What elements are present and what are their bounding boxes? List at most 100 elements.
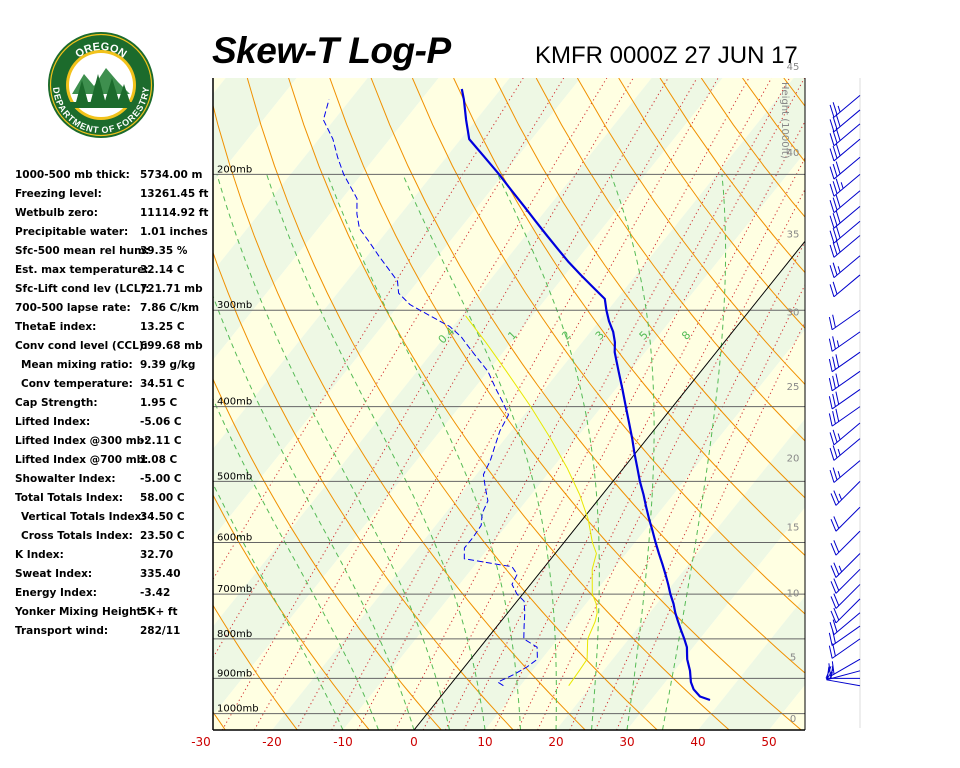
index-label: 700-500 lapse rate: [15, 302, 131, 314]
index-label: Sfc-500 mean rel hum: [15, 245, 150, 257]
index-row: Vertical Totals Index: 34.50 C [15, 511, 215, 530]
height-tick-label: 45 [787, 62, 800, 73]
index-row: Lifted Index @700 mb: 1.08 C [15, 454, 215, 473]
wind-barb [826, 665, 861, 681]
index-row: Energy Index: -3.42 [15, 587, 215, 606]
temperature-band [769, 685, 805, 730]
moist-adiabats [213, 174, 727, 730]
index-row: Wetbulb zero: 11114.92 ft [15, 207, 215, 226]
dewpoint-profile-line [322, 99, 538, 687]
temperature-band [698, 596, 805, 730]
temperature-band [627, 507, 805, 730]
index-value: -5.06 C [140, 416, 182, 428]
wind-barb [830, 568, 861, 594]
temperature-tick-label: 20 [548, 735, 563, 749]
index-label: K Index: [15, 549, 64, 561]
temperature-band [485, 330, 805, 730]
wind-barb [829, 190, 861, 213]
wind-barb [829, 235, 861, 258]
index-label: Sfc-Lift cond lev (LCL): [15, 283, 150, 295]
background-bands [213, 78, 805, 730]
wind-barb [828, 370, 861, 392]
index-row: Freezing level: 13261.45 ft [15, 188, 215, 207]
wind-barb [828, 351, 861, 373]
index-label: Conv cond level (CCL): [15, 340, 148, 352]
wind-barb [830, 481, 861, 506]
temperature-band [213, 78, 794, 730]
wind-barb [829, 109, 861, 133]
index-value: 1.95 C [140, 397, 178, 409]
moist-adiabat [326, 174, 521, 730]
index-value: 32.70 [140, 549, 174, 561]
index-value: 699.68 mb [140, 340, 203, 352]
isobar-label: 300mb [217, 300, 252, 311]
height-tick-label: 20 [787, 454, 800, 465]
index-row: Conv cond level (CCL): 699.68 mb [15, 340, 215, 359]
temperature-band [213, 78, 226, 94]
moist-adiabat [266, 174, 486, 730]
dry-adiabat [783, 78, 805, 107]
temperature-band [272, 78, 805, 730]
wind-barb [829, 255, 861, 279]
dry-adiabat [866, 78, 960, 730]
index-row: Est. max temperature: 32.14 C [15, 264, 215, 283]
index-value: 32.14 C [140, 264, 185, 276]
logo-mountains-icon [72, 68, 130, 94]
wind-barb [829, 123, 861, 147]
height-axis-title: Height (1000ft) [779, 82, 790, 159]
index-row: Lifted Index @300 mb: -2.11 C [15, 435, 215, 454]
isobar-label: 600mb [217, 532, 252, 543]
index-value: -5.00 C [140, 473, 182, 485]
zero-isotherm [413, 240, 805, 730]
height-tick-label: 15 [787, 522, 800, 533]
index-label: Lifted Index: [15, 416, 91, 428]
index-value: 5734.00 m [140, 169, 203, 181]
index-label: Lifted Index @700 mb: [15, 454, 149, 466]
index-value: 23.50 C [140, 530, 185, 542]
height-tick-label: 0 [790, 714, 796, 725]
temperature-tick-label: -10 [333, 735, 353, 749]
height-tick-label: 35 [787, 229, 800, 240]
index-value: 5K+ ft [140, 606, 178, 618]
index-value: 1.08 C [140, 454, 178, 466]
moist-adiabat [662, 174, 727, 730]
temperature-tick-label: 50 [761, 735, 776, 749]
index-label: Wetbulb zero: [15, 207, 98, 219]
isobar-label: 200mb [217, 164, 252, 175]
sounding-profiles [322, 88, 711, 702]
index-value: 1.01 inches [140, 226, 208, 238]
wind-barb [829, 274, 861, 298]
index-row: ThetaE index: 13.25 C [15, 321, 215, 340]
index-label: Freezing level: [15, 188, 102, 200]
index-value: -2.11 C [140, 435, 182, 447]
index-label: Vertical Totals Index: [21, 511, 146, 523]
wind-barb [830, 584, 861, 609]
logo-outer-border [49, 33, 153, 137]
dry-adiabat [908, 78, 960, 730]
index-row: Lifted Index: -5.06 C [15, 416, 215, 435]
wind-barb [829, 438, 861, 461]
stability-indices-panel: 1000-500 mb thick: 5734.00 m Freezing leve… [15, 169, 215, 644]
moist-adiabat [497, 174, 600, 730]
wind-barb [829, 138, 861, 162]
temperature-band [213, 78, 439, 361]
isobars [213, 173, 805, 715]
dry-adiabat [213, 711, 226, 730]
index-row: Cross Totals Index: 23.50 C [15, 530, 215, 549]
index-row: K Index: 32.70 [15, 549, 215, 568]
temperature-tick-label: 40 [690, 735, 705, 749]
wind-barb [829, 612, 861, 636]
moist-adiabat [213, 482, 344, 730]
moist-adiabat [402, 174, 557, 730]
wind-barb [829, 460, 861, 483]
temperature-tick-label: 30 [619, 735, 634, 749]
wind-barb [830, 506, 861, 532]
height-tick-label: 5 [790, 652, 796, 663]
chart-title: Skew-T Log-P [212, 30, 451, 71]
index-value: 13.25 C [140, 321, 185, 333]
temperature-profile-line [460, 88, 711, 702]
wind-barb [828, 389, 861, 410]
isobar-label: 1000mb [217, 704, 259, 715]
index-label: Showalter Index: [15, 473, 116, 485]
